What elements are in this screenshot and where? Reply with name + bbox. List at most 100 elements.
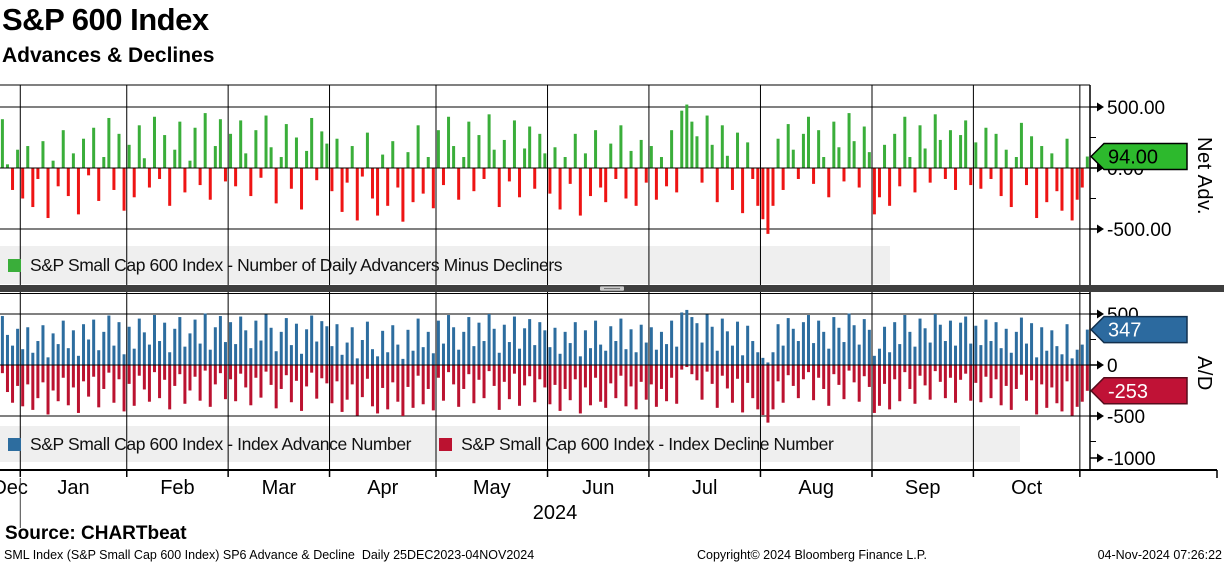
bar-decliners: [183, 365, 187, 404]
bar-advancers: [553, 327, 557, 365]
advance-last-badge: [1089, 315, 1188, 344]
month-label: Oct: [1011, 477, 1043, 499]
bar-advancers: [87, 339, 91, 365]
bar-advancers: [300, 353, 304, 365]
bar-advancers: [670, 320, 674, 365]
bar-decliners: [122, 365, 126, 412]
bar-net-decline: [741, 168, 745, 214]
bar-decliners: [1009, 365, 1013, 410]
bar-decliners: [705, 365, 709, 372]
bar-decliners: [518, 365, 522, 406]
bar-net-advance: [325, 143, 329, 168]
bar-net-advance: [1004, 149, 1008, 168]
bar-advancers: [938, 324, 942, 365]
bar-decliners: [193, 365, 197, 377]
advance-swatch-icon: [8, 437, 21, 451]
year-label: 2024: [533, 502, 578, 524]
bar-advancers: [786, 318, 790, 365]
bar-decliners: [502, 365, 506, 382]
bar-advancers: [381, 330, 385, 365]
bar-advancers: [923, 328, 927, 365]
bar-advancers: [994, 322, 998, 365]
bar-advancers: [284, 318, 288, 365]
top-axis-title: Net Adv.: [1193, 137, 1215, 216]
bar-advancers: [1075, 349, 1079, 365]
bar-advancers: [756, 352, 760, 365]
bar-advancers: [528, 319, 532, 365]
bar-decliners: [736, 365, 740, 379]
bar-net-advance: [852, 141, 856, 168]
bar-advancers: [127, 326, 131, 365]
bar-net-advance: [746, 142, 750, 168]
bar-net-advance: [659, 157, 663, 168]
bar-advancers: [796, 341, 800, 365]
bar-advancers: [908, 331, 912, 365]
bar-advancers: [492, 328, 496, 365]
bar-decliners: [725, 365, 729, 389]
bar-net-decline: [761, 168, 765, 220]
bar-net-decline: [441, 168, 445, 186]
bar-net-advance: [462, 157, 466, 168]
bar-advancers: [82, 324, 86, 365]
bar-decliners: [5, 365, 9, 393]
bar-decliners: [56, 365, 60, 402]
bar-advancers: [345, 342, 349, 365]
bar-decliners: [87, 365, 91, 397]
bar-net-advance: [837, 147, 841, 168]
bar-net-advance: [305, 150, 309, 168]
bar-net-advance: [994, 133, 998, 168]
bar-advancers: [178, 317, 182, 365]
bar-decliners: [888, 365, 892, 410]
bar-net-advance: [883, 144, 887, 168]
bar-decliners: [1065, 365, 1069, 382]
bar-advancers: [558, 353, 562, 365]
bar-decliners: [766, 365, 770, 423]
bar-advancers: [92, 319, 96, 365]
bar-advancers: [279, 331, 283, 365]
bar-net-decline: [401, 168, 405, 222]
bar-net-advance: [117, 133, 121, 168]
decline-swatch-icon: [439, 437, 453, 451]
bar-advancers: [609, 326, 613, 365]
bar-net-decline: [76, 168, 80, 215]
bar-net-advance: [1040, 146, 1044, 168]
bar-decliners: [1040, 365, 1044, 385]
bar-decliners: [66, 365, 70, 406]
bar-decliners: [396, 365, 400, 402]
bar-decliners: [325, 365, 329, 384]
bar-advancers: [370, 349, 374, 365]
bar-decliners: [51, 365, 55, 391]
bar-decliners: [867, 365, 871, 387]
bar-advancers: [933, 314, 937, 365]
bar-decliners: [862, 365, 866, 377]
bar-decliners: [665, 365, 669, 402]
net-advances-legend-label: S&P Small Cap 600 Index - Number of Dail…: [30, 254, 563, 275]
bar-net-advance: [492, 149, 496, 168]
bar-advancers: [969, 343, 973, 365]
bar-decliners: [97, 365, 101, 408]
bar-advancers: [862, 319, 866, 365]
bar-advancers: [1050, 330, 1054, 365]
bottom-axis-title: A/D: [1193, 356, 1215, 391]
bar-decliners: [893, 365, 897, 380]
bar-advancers: [249, 348, 253, 365]
bar-net-advance: [776, 138, 780, 168]
bar-net-advance: [477, 135, 481, 168]
decline-last-badge-value: -253: [1108, 381, 1148, 403]
bar-net-decline: [533, 168, 537, 189]
bar-advancers: [639, 324, 643, 365]
net-adv-last-badge: [1089, 142, 1188, 171]
bar-net-advance: [310, 117, 314, 168]
bar-decliners: [984, 365, 988, 377]
bar-net-decline: [898, 168, 902, 187]
bar-decliners: [305, 365, 309, 387]
bar-advancers: [832, 317, 836, 365]
bar-decliners: [335, 365, 339, 382]
bar-decliners: [178, 365, 182, 375]
bar-net-advance: [163, 135, 167, 168]
bar-advancers: [188, 333, 192, 365]
bar-advancers: [812, 343, 816, 365]
bar-advancers: [634, 352, 638, 365]
bar-net-advance: [964, 120, 968, 168]
bar-advancers: [857, 344, 861, 365]
